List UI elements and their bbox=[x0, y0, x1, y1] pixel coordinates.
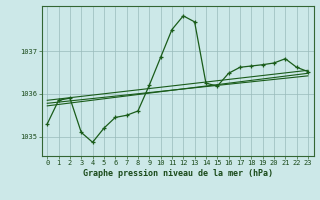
X-axis label: Graphe pression niveau de la mer (hPa): Graphe pression niveau de la mer (hPa) bbox=[83, 169, 273, 178]
